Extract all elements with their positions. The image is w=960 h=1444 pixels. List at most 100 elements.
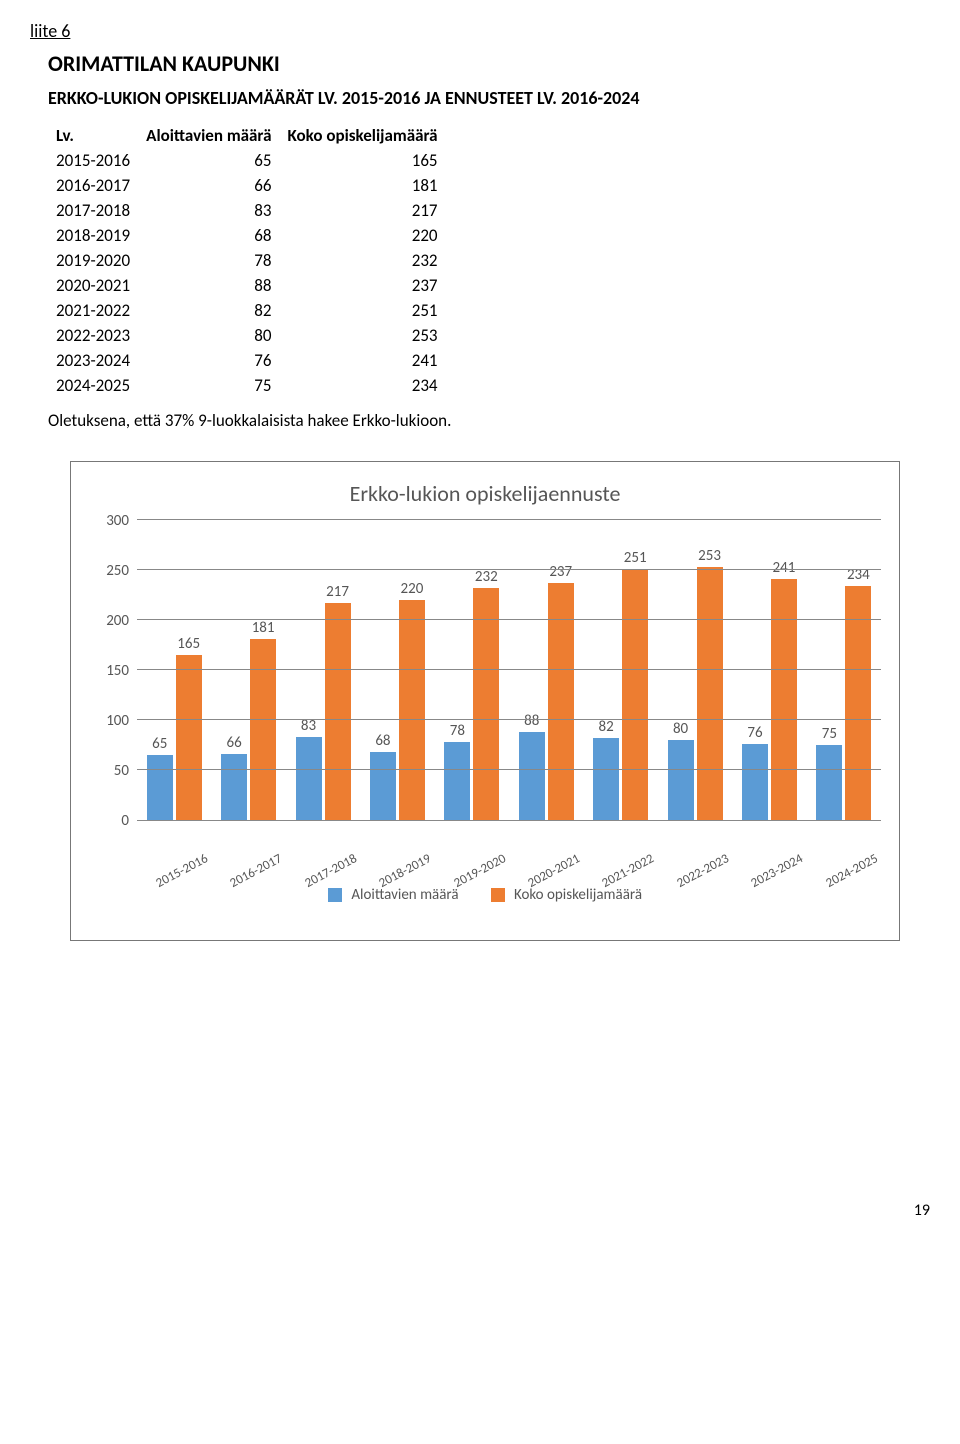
cell-year: 2021-2022 (48, 298, 138, 323)
bar-value-label: 217 (326, 583, 349, 601)
table-row: 2019-202078232 (48, 248, 446, 273)
cell-starters: 66 (138, 173, 279, 198)
chart-bars: 6516566181832176822078232882378225180253… (137, 521, 881, 820)
bar-value-label: 241 (773, 559, 796, 577)
bar: 68 (370, 752, 396, 820)
cell-starters: 82 (138, 298, 279, 323)
cell-starters: 76 (138, 348, 279, 373)
cell-year: 2019-2020 (48, 248, 138, 273)
bar: 217 (325, 603, 351, 820)
bar-value-label: 76 (747, 724, 762, 742)
cell-total: 237 (280, 273, 446, 298)
cell-year: 2020-2021 (48, 273, 138, 298)
table-row: 2020-202188237 (48, 273, 446, 298)
legend-item-starters: Aloittavien määrä (328, 886, 459, 904)
cell-total: 232 (280, 248, 446, 273)
gridline (137, 719, 881, 720)
bar: 220 (399, 600, 425, 820)
bar-value-label: 65 (152, 735, 167, 753)
cell-starters: 78 (138, 248, 279, 273)
bar-group: 82251 (583, 569, 657, 820)
assumption-note: Oletuksena, että 37% 9-luokkalaisista ha… (48, 410, 930, 431)
table-row: 2024-202575234 (48, 373, 446, 398)
legend-item-total: Koko opiskelijamäärä (491, 886, 642, 904)
cell-total: 165 (280, 148, 446, 173)
cell-starters: 75 (138, 373, 279, 398)
cell-year: 2022-2023 (48, 323, 138, 348)
cell-year: 2016-2017 (48, 173, 138, 198)
cell-starters: 68 (138, 223, 279, 248)
cell-year: 2018-2019 (48, 223, 138, 248)
bar-group: 78232 (435, 588, 509, 820)
chart-plot-area: 6516566181832176822078232882378225180253… (137, 521, 881, 821)
bar-value-label: 253 (698, 547, 721, 565)
attachment-label: liite 6 (30, 20, 930, 42)
bar-value-label: 181 (252, 619, 275, 637)
bar-group: 76241 (732, 579, 806, 820)
gridline (137, 519, 881, 520)
cell-total: 217 (280, 198, 446, 223)
bar-group: 75234 (807, 586, 881, 820)
gridline (137, 619, 881, 620)
cell-total: 253 (280, 323, 446, 348)
bar: 80 (668, 740, 694, 820)
legend-swatch-starters (328, 888, 342, 902)
legend-label-starters: Aloittavien määrä (351, 886, 458, 904)
bar: 66 (221, 754, 247, 820)
table-row: 2023-202476241 (48, 348, 446, 373)
legend-swatch-total (491, 888, 505, 902)
bar-value-label: 80 (673, 720, 688, 738)
gridline (137, 669, 881, 670)
bar-value-label: 66 (227, 734, 242, 752)
gridline (137, 769, 881, 770)
bar: 88 (519, 732, 545, 820)
bar: 75 (816, 745, 842, 820)
cell-starters: 80 (138, 323, 279, 348)
bar-group: 83217 (286, 603, 360, 820)
bar-group: 65165 (137, 655, 211, 820)
cell-total: 234 (280, 373, 446, 398)
page-title: ORIMATTILAN KAUPUNKI (30, 50, 930, 77)
bar: 65 (147, 755, 173, 820)
bar: 83 (296, 737, 322, 820)
bar-value-label: 220 (401, 580, 424, 598)
bar-group: 66181 (211, 639, 285, 820)
table-row: 2021-202282251 (48, 298, 446, 323)
bar: 78 (444, 742, 470, 820)
chart-x-labels: 2015-20162016-20172017-20182018-20192019… (137, 847, 881, 862)
table-header-total: Koko opiskelijamäärä (280, 123, 446, 148)
cell-total: 241 (280, 348, 446, 373)
bar-value-label: 232 (475, 568, 498, 586)
bar: 232 (473, 588, 499, 820)
cell-total: 220 (280, 223, 446, 248)
enrollment-table: Lv. Aloittavien määrä Koko opiskelijamää… (48, 123, 446, 398)
table-row: 2016-201766181 (48, 173, 446, 198)
chart-y-axis: 050100150200250300 (89, 521, 137, 821)
table-header-starters: Aloittavien määrä (138, 123, 279, 148)
cell-starters: 83 (138, 198, 279, 223)
bar: 165 (176, 655, 202, 820)
chart-legend: Aloittavien määrä Koko opiskelijamäärä (89, 886, 881, 904)
table-row: 2017-201883217 (48, 198, 446, 223)
bar: 181 (250, 639, 276, 820)
chart-body: 050100150200250300 651656618183217682207… (89, 521, 881, 821)
cell-year: 2024-2025 (48, 373, 138, 398)
bar: 253 (697, 567, 723, 820)
bar-group: 68220 (360, 600, 434, 820)
chart-title: Erkko-lukion opiskelijaennuste (89, 480, 881, 507)
bar-value-label: 251 (624, 549, 647, 567)
table-header-year: Lv. (48, 123, 138, 148)
bar-value-label: 75 (822, 725, 837, 743)
table-row: 2022-202380253 (48, 323, 446, 348)
cell-starters: 65 (138, 148, 279, 173)
bar: 234 (845, 586, 871, 820)
table-row: 2015-201665165 (48, 148, 446, 173)
cell-total: 251 (280, 298, 446, 323)
bar: 76 (742, 744, 768, 820)
bar: 82 (593, 738, 619, 820)
cell-total: 181 (280, 173, 446, 198)
bar-value-label: 68 (375, 732, 390, 750)
page-number: 19 (30, 1201, 930, 1220)
cell-year: 2015-2016 (48, 148, 138, 173)
bar-value-label: 78 (450, 722, 465, 740)
